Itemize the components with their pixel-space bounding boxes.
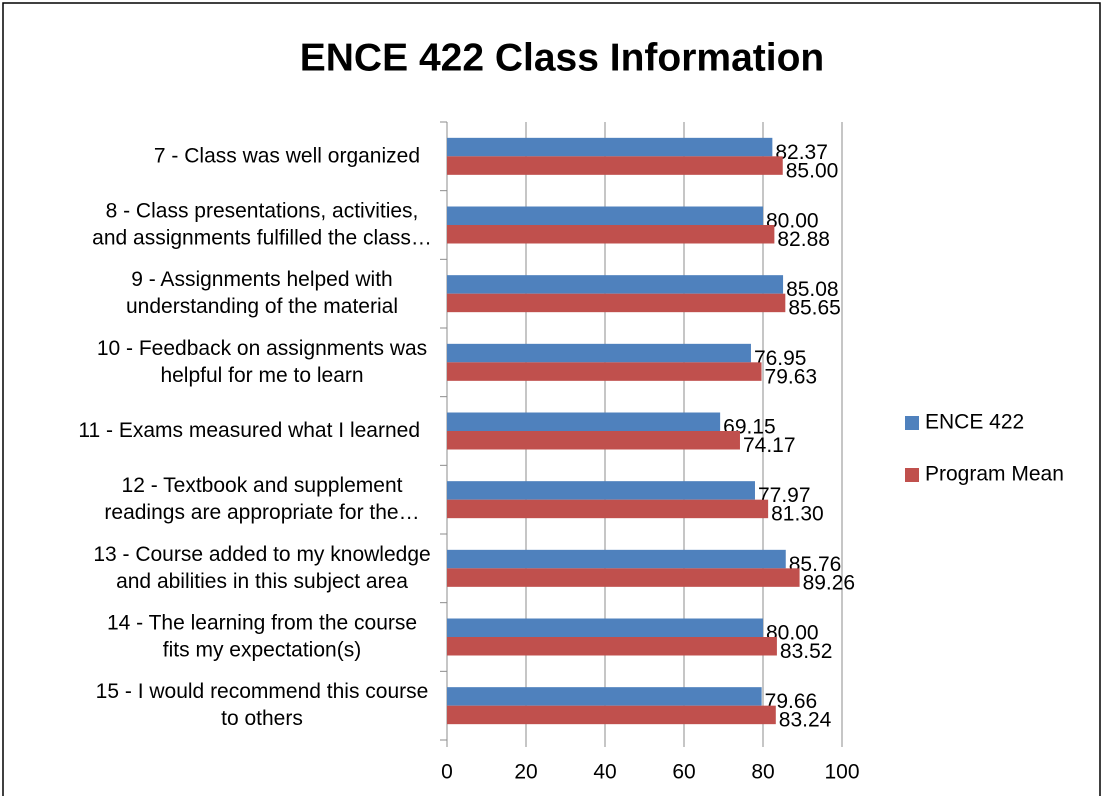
bar (447, 705, 776, 725)
x-tick-label: 20 (514, 761, 537, 784)
y-tick-label: 7 - Class was well organized (154, 144, 420, 167)
bar (447, 481, 755, 500)
x-tick-label: 100 (824, 761, 859, 784)
y-tick-label: 11 - Exams measured what I learned (78, 419, 420, 442)
bar (447, 637, 777, 656)
value-label: 80.00 (766, 622, 819, 645)
value-label: 85.00 (786, 159, 839, 182)
bar (447, 206, 763, 225)
y-tick-label: 10 - Feedback on assignments was helpful … (97, 336, 427, 386)
value-label: 83.24 (779, 709, 832, 732)
value-label: 79.66 (765, 690, 818, 713)
bar (447, 156, 783, 175)
y-tick-label: 13 - Course added to my knowledge and abi… (93, 542, 430, 592)
bar (447, 137, 773, 157)
x-tick-label: 80 (751, 761, 774, 784)
bar (447, 275, 784, 294)
bar (447, 412, 721, 431)
legend-swatch (905, 416, 919, 430)
bar (447, 225, 775, 244)
value-label: 85.65 (788, 297, 841, 320)
value-label: 81.30 (771, 503, 824, 526)
value-label: 74.17 (743, 434, 796, 457)
y-tick-label: 15 - I would recommend this course to oth… (96, 680, 429, 730)
bar (447, 687, 762, 706)
y-tick-label: 9 - Assignments helped with understanding… (126, 268, 398, 318)
value-label: 82.37 (775, 141, 828, 164)
bar (447, 618, 763, 637)
value-label: 79.63 (765, 365, 818, 388)
value-label: 76.95 (754, 347, 807, 370)
x-tick-label: 0 (441, 761, 453, 784)
value-label: 80.00 (766, 210, 819, 233)
bar (447, 343, 751, 363)
value-label: 77.97 (758, 484, 811, 507)
y-tick-label: 8 - Class presentations, activities, and … (92, 199, 432, 249)
value-label: 85.76 (789, 553, 842, 576)
legend-label: Program Mean (925, 463, 1064, 486)
bar (447, 568, 800, 587)
legend-swatch (905, 468, 919, 482)
y-tick-label: 14 - The learning from the course fits my… (107, 611, 417, 661)
value-label: 85.08 (786, 278, 839, 301)
bar (447, 293, 786, 313)
value-label: 89.26 (803, 571, 856, 594)
x-tick-label: 60 (672, 761, 695, 784)
x-tick-label: 40 (593, 761, 616, 784)
chart-title: ENCE 422 Class Information (300, 36, 824, 79)
bar (447, 549, 786, 569)
y-tick-label: 12 - Textbook and supplement readings are… (104, 474, 419, 524)
bar (447, 499, 769, 519)
bar (447, 362, 762, 381)
legend-label: ENCE 422 (925, 411, 1024, 434)
value-label: 83.52 (780, 640, 833, 663)
value-label: 82.88 (777, 228, 830, 251)
bar (447, 431, 740, 450)
